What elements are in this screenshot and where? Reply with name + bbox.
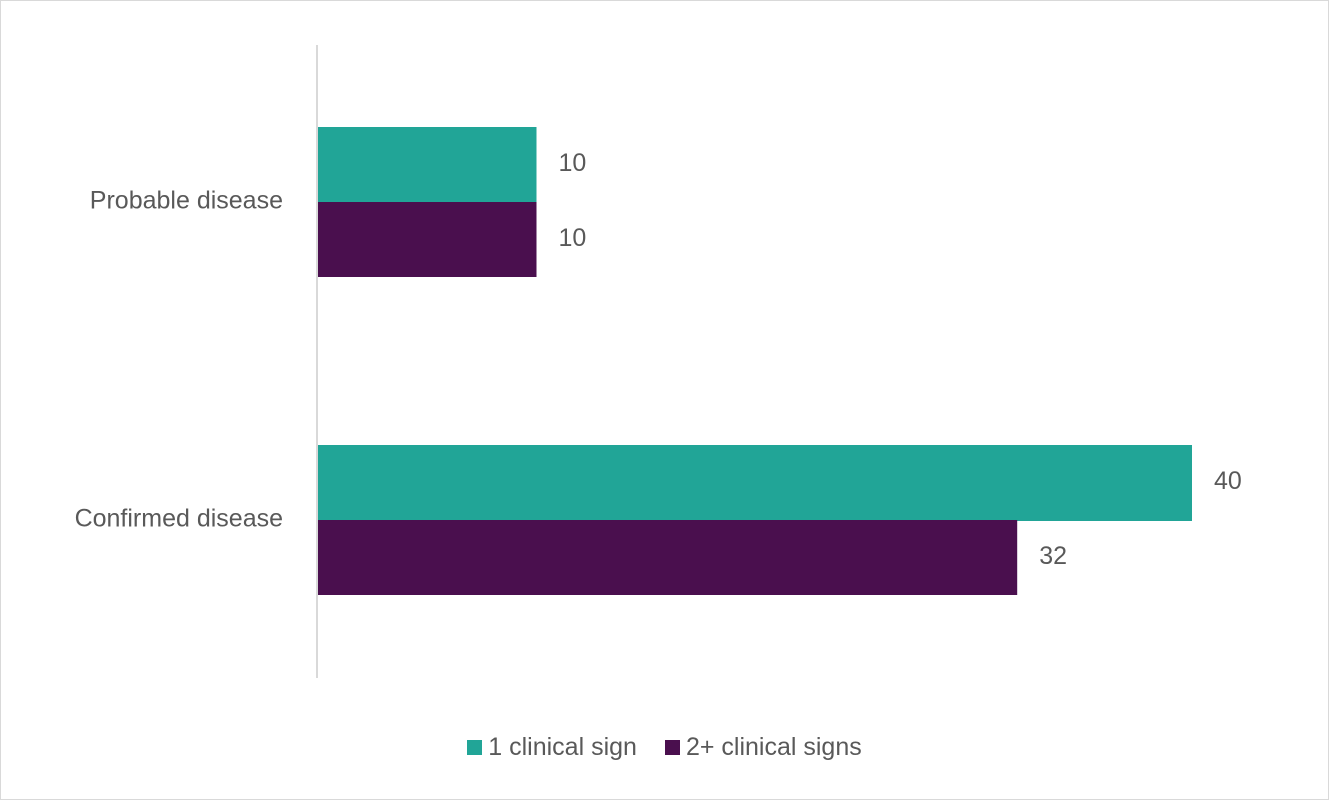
legend: 1 clinical sign 2+ clinical signs [0, 733, 1329, 762]
legend-item-series-1: 1 clinical sign [467, 733, 637, 762]
legend-label-series-1: 1 clinical sign [488, 733, 637, 761]
bar [318, 202, 537, 277]
legend-label-series-2: 2+ clinical signs [685, 733, 862, 761]
data-label: 32 [1039, 542, 1067, 570]
legend-item-series-2: 2+ clinical signs [664, 733, 862, 762]
legend-swatch-series-2 [664, 740, 680, 755]
bars-group [318, 127, 1192, 595]
data-label: 10 [559, 224, 587, 252]
bar [318, 127, 537, 203]
bar [318, 445, 1192, 521]
data-label: 40 [1214, 467, 1242, 495]
category-label: Probable disease [90, 187, 283, 215]
data-label: 10 [559, 149, 587, 177]
labels-group: Probable disease 10 10 Confirmed disease 40 3… [75, 149, 1242, 570]
bar [318, 520, 1018, 595]
category-label: Confirmed disease [75, 505, 283, 533]
legend-swatch-series-1 [467, 740, 483, 755]
